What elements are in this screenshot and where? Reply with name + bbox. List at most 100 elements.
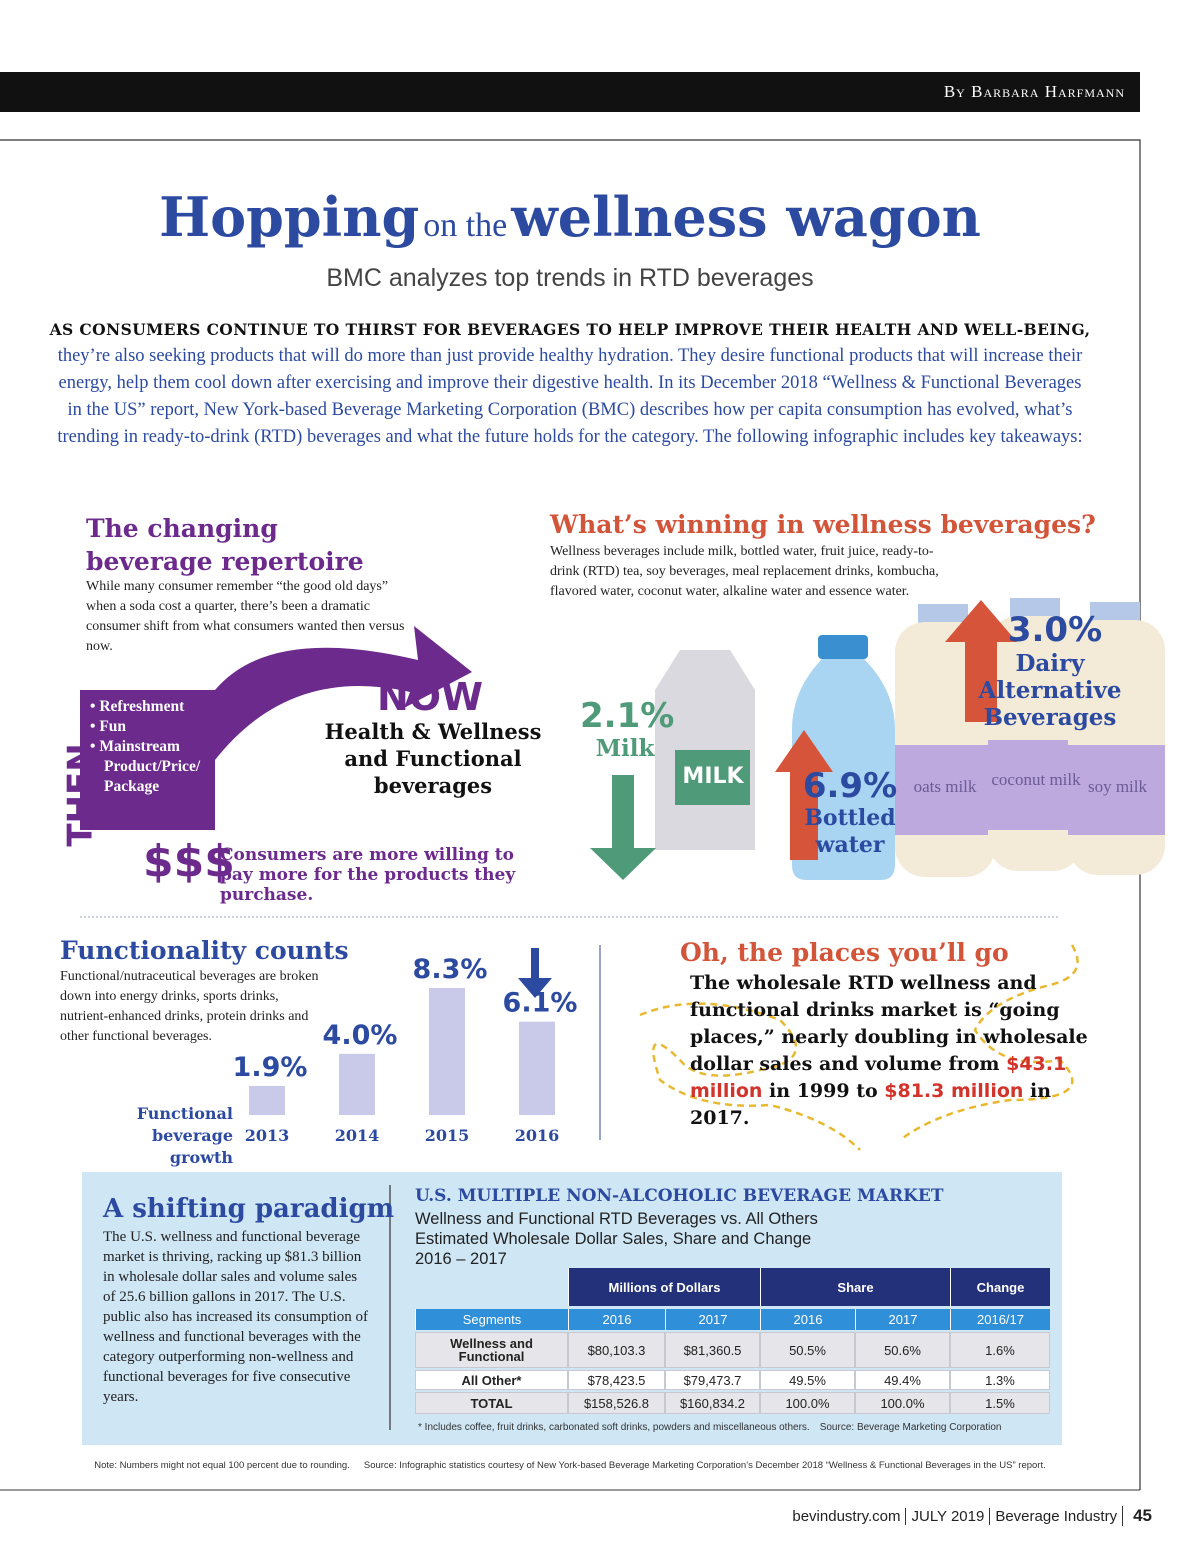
item-text: Fun (99, 718, 127, 735)
title-part: Hopping (159, 185, 420, 249)
table-cell: 100.0% (855, 1392, 950, 1414)
section-title: Oh, the places you’ll go (680, 938, 1009, 967)
section-title: Functionality counts (60, 936, 349, 965)
subtitle-line: 2016 – 2017 (415, 1250, 507, 1268)
growth-chart: 1.9% 2013 4.0% 2014 8.3% 2015 6.1% 2016 (233, 954, 578, 1145)
table-title: U.S. MULTIPLE NON-ALCOHOLIC BEVERAGE MAR… (415, 1186, 944, 1206)
item-text: Mainstream Product/Price/ Package (99, 738, 201, 795)
cap (918, 604, 968, 624)
bottle-cap (818, 635, 868, 659)
source: Source: Infographic statistics courtesy … (363, 1460, 1046, 1471)
bar (249, 1085, 285, 1115)
intro-body: they’re also seeking products that will … (57, 346, 1083, 447)
table-cell: 1.3% (950, 1370, 1050, 1390)
subtitle: BMC analyzes top trends in RTD beverages (326, 264, 814, 292)
table-footnote: * Includes coffee, fruit drinks, carbona… (418, 1422, 1001, 1433)
note: Note: Numbers might not equal 100 percen… (94, 1460, 350, 1471)
section-title: A shifting paradigm (103, 1194, 395, 1224)
source: Source: Beverage Marketing Corporation (819, 1422, 1002, 1433)
section-text: While many consumer remember “the good o… (86, 579, 405, 654)
row-header: Wellness and Functional (415, 1332, 568, 1368)
x-tick-label: 2016 (515, 1126, 560, 1145)
amount: $43.1 million (690, 1053, 1067, 1102)
row-header: TOTAL (415, 1392, 568, 1414)
money-text: Consumers are more willing to pay more f… (220, 845, 516, 905)
group-header: Share (760, 1268, 950, 1306)
byline: By Barbara Harfmann (943, 82, 1125, 101)
table-cell: 1.6% (950, 1332, 1050, 1368)
value-label: 6.1% (503, 988, 578, 1019)
then-now-arrow (80, 626, 472, 830)
issue: JULY 2019 (905, 1507, 984, 1525)
bottle-band (1068, 745, 1165, 835)
group-header: Millions of Dollars (568, 1268, 760, 1306)
bar (339, 1053, 375, 1115)
up-arrow-head (945, 600, 1017, 642)
x-tick-label: 2013 (245, 1126, 290, 1145)
then-item: • Refreshment (90, 698, 185, 715)
row-header: All Other* (415, 1370, 568, 1390)
value-label: 8.3% (413, 954, 488, 985)
table-cell: 100.0% (760, 1392, 855, 1414)
then-item: • Mainstream Product/Price/ Package (90, 738, 201, 795)
page-number: 45 (1122, 1506, 1152, 1526)
cap (1090, 602, 1140, 622)
bottle-band (988, 740, 1083, 830)
stat-label: Bottled water (804, 805, 896, 858)
bottle-label: oats milk (913, 777, 977, 796)
value-label: 4.0% (323, 1020, 398, 1051)
text: in 2017. (690, 1080, 1052, 1129)
decline-arrow (531, 948, 539, 980)
bottle-label: coconut milk (991, 770, 1081, 789)
table-cell: 49.5% (760, 1370, 855, 1390)
amount: $81.3 million (884, 1080, 1024, 1102)
bottle-band (895, 745, 995, 835)
squiggle (639, 944, 1079, 1151)
magazine: Beverage Industry (989, 1507, 1117, 1525)
stat-value: 3.0% (1007, 610, 1103, 650)
section-title: What’s winning in wellness beverages? (550, 510, 1096, 539)
column-header: 2016 (760, 1309, 855, 1330)
up-arrow (790, 770, 818, 860)
up-arrow-head (775, 730, 833, 772)
carton-label (675, 750, 750, 805)
table-cell: 50.5% (760, 1332, 855, 1368)
value-label: 1.9% (233, 1052, 308, 1083)
text: The wholesale RTD wellness and functiona… (690, 972, 1088, 1075)
item-text: Refreshment (99, 698, 185, 715)
column-header: 2016/17 (950, 1309, 1050, 1330)
table-cell: $160,834.2 (665, 1392, 760, 1414)
intro-lead: AS CONSUMERS CONTINUE TO THIRST FOR BEVE… (49, 320, 1091, 339)
section-text: Functional/nutraceutical beverages are b… (60, 969, 319, 1044)
column-header: Segments (415, 1309, 568, 1330)
header-bar (0, 72, 1140, 112)
table-cell: $78,423.5 (568, 1370, 665, 1390)
subtitle-line: Wellness and Functional RTD Beverages vs… (415, 1210, 818, 1228)
stat-value: 6.9% (802, 766, 898, 806)
stat-label: Dairy Alternative Beverages (978, 650, 1122, 731)
x-tick-label: 2014 (335, 1126, 380, 1145)
table-cell: $81,360.5 (665, 1332, 760, 1368)
up-arrow (965, 640, 997, 722)
down-arrow (612, 775, 634, 850)
section-text: Wellness beverages include milk, bottled… (550, 544, 939, 599)
now-label: NOW (376, 675, 484, 719)
places-text: The wholesale RTD wellness and functiona… (690, 970, 1110, 1132)
notes: Note: Numbers might not equal 100 percen… (0, 1460, 1140, 1471)
chart-axis-label: Functional beverage growth (136, 1104, 233, 1167)
table-cell: 1.5% (950, 1392, 1050, 1414)
table-subtitle: Wellness and Functional RTD Beverages vs… (415, 1209, 818, 1269)
subtitle-line: Estimated Wholesale Dollar Sales, Share … (415, 1230, 812, 1248)
footnote: * Includes coffee, fruit drinks, carbona… (418, 1422, 810, 1433)
cap (1010, 598, 1060, 618)
column-header: 2017 (855, 1309, 950, 1330)
frame (0, 139, 1141, 1490)
stat-value: 2.1% (580, 696, 675, 736)
table-cell: $79,473.7 (665, 1370, 760, 1390)
table-cell: $158,526.8 (568, 1392, 665, 1414)
title: Hopping on the wellness wagon (0, 185, 1140, 249)
bottle-label: soy milk (1087, 777, 1148, 796)
stat-label: Milk (595, 735, 655, 762)
bar (519, 1021, 555, 1115)
